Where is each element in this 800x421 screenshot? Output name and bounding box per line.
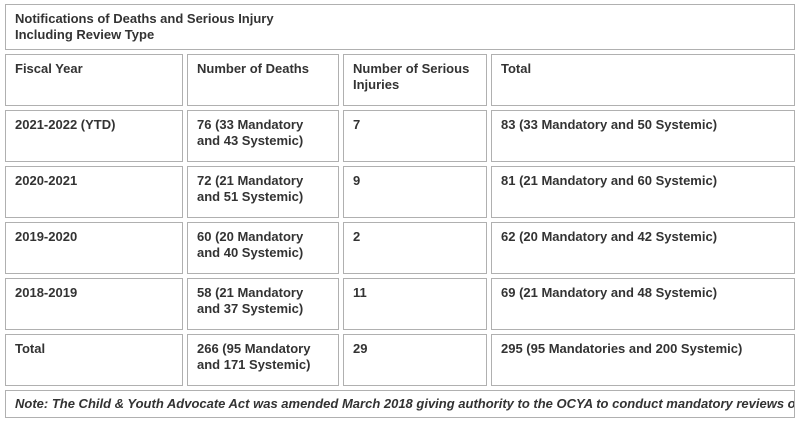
table-cell-total: 62 (20 Mandatory and 42 Systemic): [491, 222, 795, 274]
table-cell-number-of-deaths: 72 (21 Mandatory and 51 Systemic): [187, 166, 339, 218]
table-row: 2020-2021 72 (21 Mandatory and 51 System…: [5, 166, 795, 218]
column-header-number-of-serious-injuries: Number of Serious Injuries: [343, 54, 487, 106]
table-title-line1: Notifications of Deaths and Serious Inju…: [15, 11, 274, 26]
table-title-row: Notifications of Deaths and Serious Inju…: [5, 4, 795, 50]
table-cell-total: 83 (33 Mandatory and 50 Systemic): [491, 110, 795, 162]
table-note-cell: Note: The Child & Youth Advocate Act was…: [5, 390, 795, 418]
table-cell-fiscal-year: 2019-2020: [5, 222, 183, 274]
table-cell-total: 69 (21 Mandatory and 48 Systemic): [491, 278, 795, 330]
table-cell-number-of-deaths: 266 (95 Mandatory and 171 Systemic): [187, 334, 339, 386]
table-cell-number-of-deaths: 60 (20 Mandatory and 40 Systemic): [187, 222, 339, 274]
table-row: 2019-2020 60 (20 Mandatory and 40 System…: [5, 222, 795, 274]
table-row: 2018-2019 58 (21 Mandatory and 37 System…: [5, 278, 795, 330]
table-cell-number-of-deaths: 58 (21 Mandatory and 37 Systemic): [187, 278, 339, 330]
table-cell-number-of-serious-injuries: 2: [343, 222, 487, 274]
table-cell-total: 295 (95 Mandatories and 200 Systemic): [491, 334, 795, 386]
table-cell-fiscal-year: 2020-2021: [5, 166, 183, 218]
table-header-row: Fiscal Year Number of Deaths Number of S…: [5, 54, 795, 106]
table-title-line2: Including Review Type: [15, 27, 155, 42]
column-header-fiscal-year: Fiscal Year: [5, 54, 183, 106]
table-cell-fiscal-year: Total: [5, 334, 183, 386]
table-cell-number-of-serious-injuries: 29: [343, 334, 487, 386]
table-cell-total: 81 (21 Mandatory and 60 Systemic): [491, 166, 795, 218]
table-cell-fiscal-year: 2021-2022 (YTD): [5, 110, 183, 162]
column-header-total: Total: [491, 54, 795, 106]
table-cell-number-of-serious-injuries: 9: [343, 166, 487, 218]
table-cell-fiscal-year: 2018-2019: [5, 278, 183, 330]
table-row: 2021-2022 (YTD) 76 (33 Mandatory and 43 …: [5, 110, 795, 162]
table-title-cell: Notifications of Deaths and Serious Inju…: [5, 4, 795, 50]
table-note-row: Note: The Child & Youth Advocate Act was…: [5, 390, 795, 418]
table-body: Notifications of Deaths and Serious Inju…: [5, 4, 795, 418]
table-cell-number-of-serious-injuries: 11: [343, 278, 487, 330]
table-cell-number-of-serious-injuries: 7: [343, 110, 487, 162]
table-cell-number-of-deaths: 76 (33 Mandatory and 43 Systemic): [187, 110, 339, 162]
table-row: Total 266 (95 Mandatory and 171 Systemic…: [5, 334, 795, 386]
column-header-number-of-deaths: Number of Deaths: [187, 54, 339, 106]
